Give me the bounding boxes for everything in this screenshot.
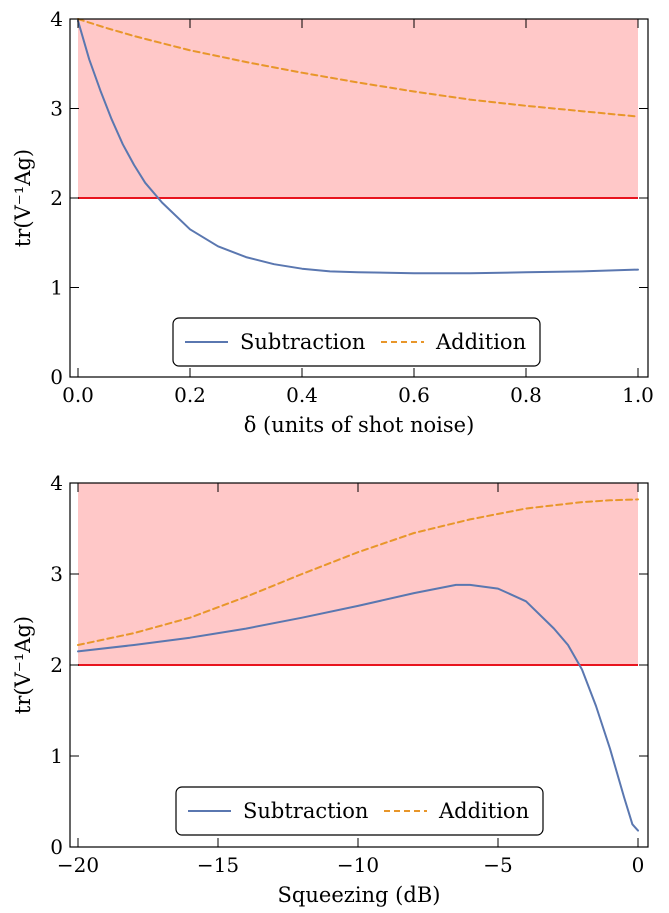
x-tick-label: 1.0 <box>622 383 654 407</box>
legend-label-addition: Addition <box>438 799 529 823</box>
y-tick-label: 0 <box>50 365 63 389</box>
chart-top: 0.0 0.2 0.4 0.6 0.8 1.0 0 1 2 3 4 δ (units of shot … <box>11 7 654 437</box>
x-tick-label: −15 <box>197 853 239 877</box>
x-tick-label: −5 <box>483 853 512 877</box>
y-tick-label: 2 <box>50 653 63 677</box>
y-tick-label: 3 <box>50 562 63 586</box>
x-tick-label: −20 <box>57 853 99 877</box>
legend-label-addition: Addition <box>435 330 526 354</box>
y-tick-label: 4 <box>50 7 63 31</box>
y-tick-label: 1 <box>50 276 63 300</box>
x-tick-label: 0.0 <box>62 383 94 407</box>
y-axis-label: tr(V⁻¹Ag) <box>11 616 35 714</box>
x-tick-label: 0.8 <box>510 383 542 407</box>
x-axis-label: δ (units of shot noise) <box>244 413 475 437</box>
legend: Subtraction Addition <box>175 786 544 836</box>
legend-label-subtraction: Subtraction <box>240 330 365 354</box>
legend: Subtraction Addition <box>172 317 541 367</box>
x-tick-label: 0.2 <box>174 383 206 407</box>
y-tick-label: 1 <box>50 744 63 768</box>
x-axis-label: Squeezing (dB) <box>278 883 441 907</box>
chart-bottom: −20 −15 −10 −5 0 0 1 2 3 4 Squeezing (dB) tr(V⁻¹Ag)… <box>11 471 649 907</box>
y-axis-label: tr(V⁻¹Ag) <box>11 149 35 247</box>
y-tick-label: 2 <box>50 186 63 210</box>
legend-box <box>172 317 541 367</box>
series-line-addition <box>77 18 639 118</box>
series-line-addition <box>77 498 639 646</box>
y-tick-label: 3 <box>50 97 63 121</box>
legend-label-subtraction: Subtraction <box>243 799 368 823</box>
series-line-subtraction <box>77 19 639 275</box>
y-tick-label: 4 <box>50 471 63 495</box>
series-line-subtraction <box>77 583 639 832</box>
x-tick-label: 0.6 <box>398 383 430 407</box>
y-tick-label: 0 <box>50 835 63 859</box>
x-tick-label: 0.4 <box>286 383 318 407</box>
shaded-region <box>78 483 638 665</box>
legend-box <box>175 786 544 836</box>
x-tick-label: 0 <box>632 853 645 877</box>
x-tick-label: −10 <box>337 853 379 877</box>
